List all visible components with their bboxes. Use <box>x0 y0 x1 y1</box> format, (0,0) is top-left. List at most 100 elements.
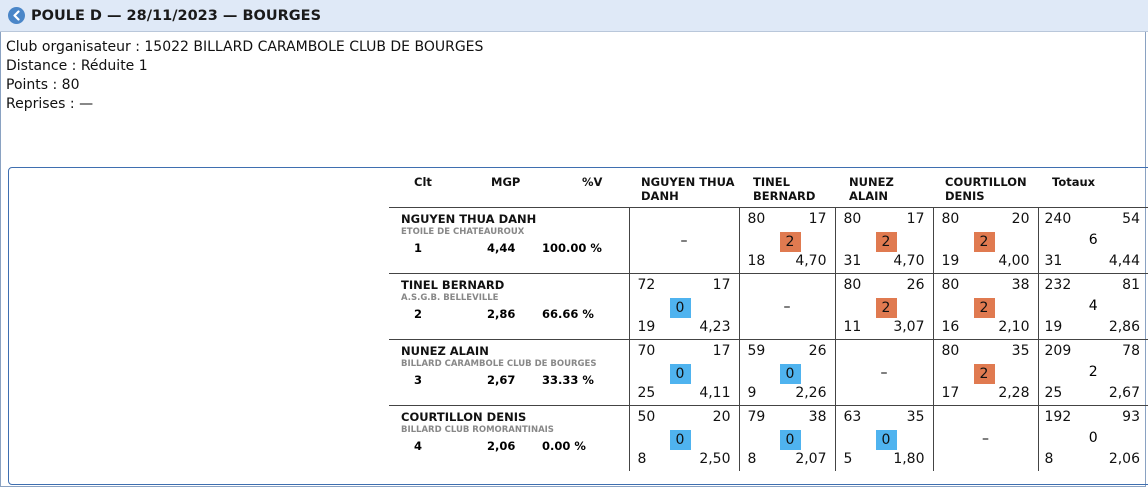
table-row: COURTILLON DENIS BILLARD CLUB ROMORANTINA… <box>389 405 1148 471</box>
distance: Distance : Réduite 1 <box>6 58 148 74</box>
player-win-pct: 100.00 % <box>542 241 602 255</box>
match-average: 4,70 <box>795 253 827 269</box>
match-reprises: 11 <box>843 319 862 335</box>
results-panel <box>8 167 1148 485</box>
player-info-cell: NGUYEN THUA DANH ETOILE DE CHATEAUROUX 1 4,… <box>389 207 629 274</box>
player-name: TINEL BERNARD <box>401 278 505 292</box>
total-match-points: 0 <box>1088 430 1098 446</box>
player-info-cell: COURTILLON DENIS BILLARD CLUB ROMORANTINA… <box>389 405 629 471</box>
match-points: 80 <box>941 343 960 359</box>
match-average: 2,07 <box>795 451 827 467</box>
total-points: 192 <box>1044 409 1072 425</box>
total-points: 209 <box>1044 343 1072 359</box>
match-best-series: 35 <box>906 409 925 425</box>
player-rank: 4 <box>414 439 423 453</box>
reprises: Reprises : — <box>6 96 94 112</box>
match-cell: 80 17 2 18 4,70 <box>738 207 835 274</box>
table-header-row: Clt MGP %V NGUYEN THUA DANH TINEL BERNAR… <box>389 169 1148 208</box>
match-reprises: 31 <box>843 253 862 269</box>
total-average: 4,44 <box>1108 253 1140 269</box>
match-points: 80 <box>843 277 862 293</box>
match-cell: 80 20 2 19 4,00 <box>932 207 1038 274</box>
match-cell-self: – <box>628 207 739 274</box>
match-points: 80 <box>941 277 960 293</box>
player-club: BILLARD CARAMBOLE CLUB DE BOURGES <box>401 359 597 369</box>
player-club: BILLARD CLUB ROMORANTINAIS <box>401 425 554 435</box>
player-info-cell: TINEL BERNARD A.S.G.B. BELLEVILLE 2 2,86 66.… <box>389 273 629 340</box>
points: Points : 80 <box>6 77 80 93</box>
competition-info: Club organisateur : 15022 BILLARD CARAMB… <box>6 38 483 114</box>
match-cell: 70 17 0 25 4,11 <box>628 339 739 406</box>
match-reprises: 25 <box>637 385 656 401</box>
match-reprises: 19 <box>941 253 960 269</box>
match-reprises: 5 <box>843 451 853 467</box>
player-rank: 2 <box>414 307 423 321</box>
match-points: 70 <box>637 343 656 359</box>
match-best-series: 17 <box>906 211 925 227</box>
match-average: 4,11 <box>699 385 731 401</box>
no-match-dash: – <box>982 431 989 447</box>
match-points-badge: 2 <box>875 298 897 318</box>
match-best-series: 26 <box>906 277 925 293</box>
table-row: NUNEZ ALAIN BILLARD CARAMBOLE CLUB DE BOU… <box>389 339 1148 406</box>
col-header-player-3: NUNEZ ALAIN <box>849 175 894 203</box>
match-reprises: 16 <box>941 319 960 335</box>
match-best-series: 26 <box>808 343 827 359</box>
player-name: NUNEZ ALAIN <box>401 344 489 358</box>
match-points: 59 <box>747 343 766 359</box>
organizer-club: Club organisateur : 15022 BILLARD CARAMB… <box>6 39 484 55</box>
match-points: 79 <box>747 409 766 425</box>
match-cell: 80 35 2 17 2,28 <box>932 339 1038 406</box>
match-average: 2,10 <box>998 319 1030 335</box>
no-match-dash: – <box>680 233 688 249</box>
total-best-series: 93 <box>1122 409 1140 425</box>
match-points-badge: 0 <box>669 298 691 318</box>
totals-cell: 232 81 4 19 2,86 <box>1037 273 1148 340</box>
match-cell: 80 26 2 11 3,07 <box>834 273 933 340</box>
player-name: COURTILLON DENIS <box>401 410 527 424</box>
match-points-badge: 2 <box>973 298 995 318</box>
total-reprises: 25 <box>1044 385 1063 401</box>
player-win-pct: 0.00 % <box>542 439 586 453</box>
total-match-points: 6 <box>1088 232 1098 248</box>
col-header-totals: Totaux <box>1052 175 1096 189</box>
player-info-cell: NUNEZ ALAIN BILLARD CARAMBOLE CLUB DE BOU… <box>389 339 629 406</box>
no-match-dash: – <box>783 299 791 315</box>
totals-cell: 240 54 6 31 4,44 <box>1037 207 1148 274</box>
player-stats-header: Clt MGP %V <box>389 169 629 208</box>
clt-header: Clt <box>414 175 432 189</box>
total-points: 240 <box>1044 211 1072 227</box>
total-average: 2,86 <box>1108 319 1140 335</box>
table-row: NGUYEN THUA DANH ETOILE DE CHATEAUROUX 1 4,… <box>389 207 1148 274</box>
player-name: NGUYEN THUA DANH <box>401 212 537 226</box>
player-rank: 3 <box>414 373 423 387</box>
match-reprises: 19 <box>637 319 656 335</box>
match-cell-self: – <box>932 405 1038 471</box>
total-points: 232 <box>1044 277 1072 293</box>
match-average: 2,50 <box>699 451 731 467</box>
player-club: ETOILE DE CHATEAUROUX <box>401 227 525 237</box>
col-header-player-4: COURTILLON DENIS <box>945 175 1027 203</box>
match-reprises: 8 <box>747 451 757 467</box>
total-match-points: 4 <box>1088 298 1098 314</box>
match-reprises: 8 <box>637 451 647 467</box>
page-header: POULE D — 28/11/2023 — BOURGES <box>0 0 1148 32</box>
match-points-badge: 2 <box>779 232 801 252</box>
match-points-badge: 0 <box>669 430 691 450</box>
col-header-player-1: NGUYEN THUA DANH <box>641 175 735 203</box>
match-reprises: 9 <box>747 385 757 401</box>
mgp-header: MGP <box>491 175 521 189</box>
match-points: 63 <box>843 409 862 425</box>
back-arrow-icon[interactable] <box>8 7 25 24</box>
total-match-points: 2 <box>1088 364 1098 380</box>
match-cell: 50 20 0 8 2,50 <box>628 405 739 471</box>
total-reprises: 19 <box>1044 319 1063 335</box>
player-rank: 1 <box>414 241 423 255</box>
player-mgp: 2,67 <box>487 373 516 387</box>
match-points-badge: 0 <box>779 430 801 450</box>
total-best-series: 54 <box>1122 211 1140 227</box>
match-points: 80 <box>941 211 960 227</box>
match-best-series: 17 <box>712 277 731 293</box>
match-reprises: 18 <box>747 253 766 269</box>
totals-cell: 192 93 0 8 2,06 <box>1037 405 1148 471</box>
